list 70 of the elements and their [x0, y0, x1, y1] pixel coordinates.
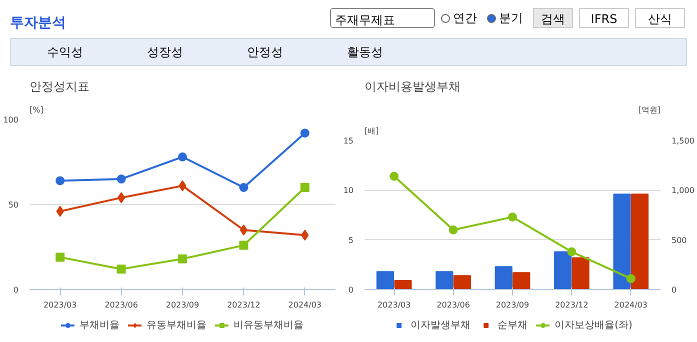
point — [116, 174, 126, 184]
point — [56, 252, 65, 262]
x-tick-label: 2023/03 — [43, 300, 77, 310]
legend-label: 이자발생부채 — [410, 319, 471, 332]
bar — [436, 271, 454, 290]
bar — [376, 271, 394, 290]
point — [390, 172, 399, 181]
text: 성장성 — [146, 44, 184, 61]
y-tick-label: 100 — [3, 116, 19, 124]
point — [240, 224, 248, 236]
legend-label: 이자보상배율(좌) — [554, 319, 632, 332]
text: 투자분석 — [10, 14, 66, 33]
bar — [613, 194, 631, 290]
text: 활동성 — [346, 44, 384, 61]
legend-label: 유동부채비율 — [146, 319, 206, 332]
text: 연간 — [452, 10, 478, 27]
y-tick-label: 0 — [348, 286, 354, 294]
y-tick-label: 0 — [13, 286, 19, 294]
point — [626, 274, 636, 284]
bar — [394, 280, 412, 290]
x-tick-label: 2023/06 — [436, 300, 470, 310]
point — [300, 128, 310, 138]
legend-label: 순부채 — [498, 319, 528, 332]
y2-tick-label: 0 — [672, 286, 677, 294]
point — [239, 183, 248, 192]
point — [178, 152, 187, 162]
bar — [453, 275, 471, 290]
legend-label: 비유동부채비율 — [234, 319, 304, 332]
text: 수익성 — [46, 44, 84, 61]
point — [117, 192, 126, 204]
point — [56, 176, 65, 186]
point — [239, 240, 248, 250]
point — [448, 225, 458, 234]
text: 주재무제표 — [330, 8, 435, 28]
text: 분기 — [498, 10, 524, 27]
y-axis-title: [%] — [30, 106, 44, 114]
legend-label: 부채비율 — [80, 319, 120, 332]
point — [300, 183, 310, 192]
y-tick-label: 50 — [8, 200, 19, 210]
x-tick-label: 2023/09 — [496, 300, 530, 310]
y-tick-label: 5 — [348, 236, 354, 245]
bar — [554, 251, 572, 290]
x-tick-label: 2023/12 — [227, 300, 260, 310]
point — [567, 247, 576, 256]
bar — [572, 257, 590, 290]
y-tick-label: 15 — [343, 136, 354, 146]
bar — [630, 194, 649, 290]
chart-title: 이자비용발생부채 — [364, 80, 460, 94]
point — [508, 212, 517, 222]
y2-tick-label: 500 — [672, 236, 687, 245]
text: IFRS — [579, 8, 629, 28]
y-tick-label: 10 — [343, 186, 354, 196]
x-tick-label: 2023/06 — [104, 300, 138, 310]
bar — [512, 272, 530, 290]
x-tick-label: 2023/09 — [166, 300, 200, 310]
bar — [494, 266, 512, 290]
x-tick-label: 2024/03 — [614, 300, 648, 310]
y2-tick-label: 1,000 — [672, 186, 694, 196]
x-tick-label: 2024/03 — [288, 300, 322, 310]
chart-title: 안정성지표 — [30, 80, 90, 94]
y2-axis-title: [억원] — [638, 106, 661, 114]
point — [116, 264, 126, 274]
x-tick-label: 2023/12 — [555, 300, 588, 310]
y2-tick-label: 1,500 — [672, 136, 694, 146]
text: 검색 — [533, 8, 573, 28]
x-tick-label: 2023/03 — [377, 300, 411, 310]
text: 안정성 — [246, 44, 284, 61]
text: 산식 — [635, 8, 685, 28]
point — [178, 254, 187, 264]
y-axis-title: [배] — [364, 126, 379, 136]
